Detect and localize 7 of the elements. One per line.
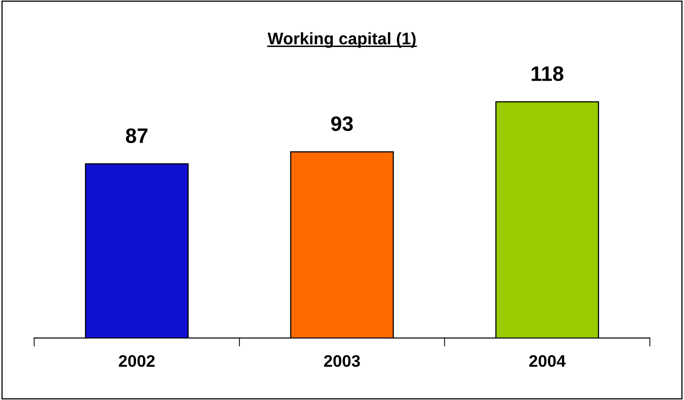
data-label: 118 [532, 66, 564, 82]
x-tick-label: 2002 [118, 355, 155, 367]
chart-title: Working capital (1) [268, 32, 416, 48]
data-label: 87 [126, 128, 148, 144]
x-tick-label: 2004 [529, 355, 566, 367]
x-tick-label: 2003 [324, 355, 360, 367]
data-label: 93 [331, 116, 353, 132]
